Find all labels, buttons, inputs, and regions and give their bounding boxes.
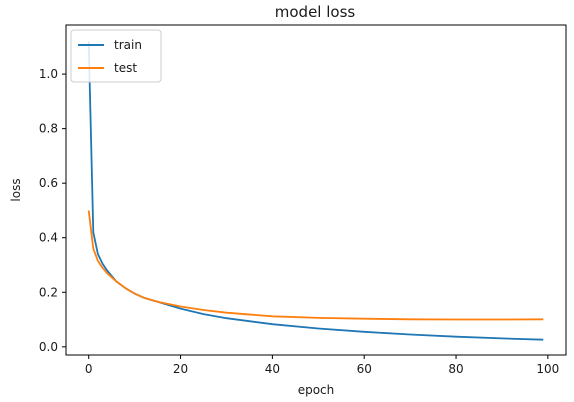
plot-frame — [65, 24, 567, 356]
x-tick-label: 60 — [357, 362, 372, 376]
series-line-train — [87, 41, 544, 341]
x-tick-label: 0 — [85, 362, 93, 376]
series-layer — [87, 41, 544, 341]
y-tick-label: 0.4 — [39, 231, 58, 245]
legend: train test — [70, 29, 162, 83]
x-axis-label: epoch — [298, 383, 335, 397]
x-axis: 0 20 40 60 80 100 — [85, 355, 559, 376]
x-tick-label: 20 — [173, 362, 188, 376]
y-tick-label: 0.8 — [39, 122, 58, 136]
legend-label-test: test — [114, 61, 137, 75]
y-tick-label: 0.6 — [39, 176, 58, 190]
chart-title: model loss — [275, 3, 356, 21]
x-tick-label: 80 — [448, 362, 463, 376]
x-tick-label: 40 — [265, 362, 280, 376]
y-tick-label: 0.2 — [39, 285, 58, 299]
x-tick-label: 100 — [536, 362, 559, 376]
series-line-test — [87, 210, 544, 321]
y-tick-label: 0.0 — [39, 340, 58, 354]
legend-label-train: train — [114, 38, 142, 52]
y-tick-label: 1.0 — [39, 67, 58, 81]
y-axis: 0.0 0.2 0.4 0.6 0.8 1.0 — [39, 67, 66, 354]
y-axis-label: loss — [9, 178, 23, 201]
